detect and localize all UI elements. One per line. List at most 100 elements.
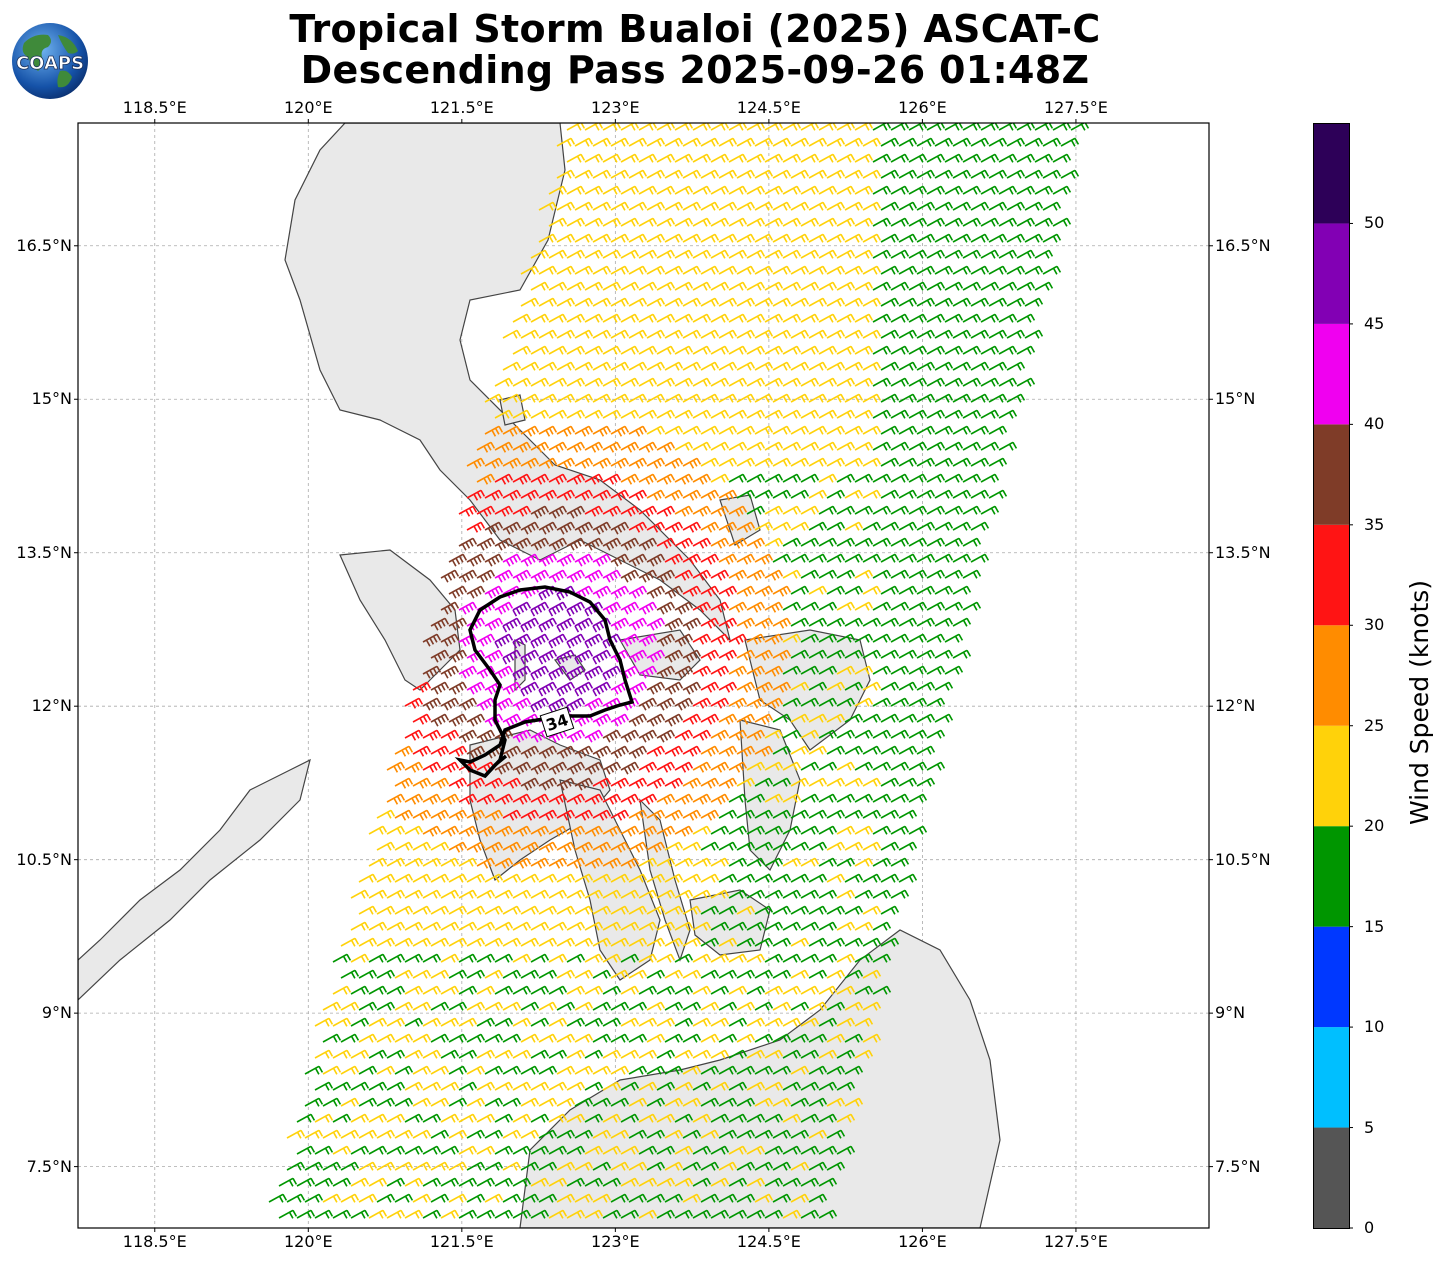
wind-barb <box>422 729 442 741</box>
wind-barb <box>962 153 982 163</box>
wind-barb <box>458 505 478 517</box>
coaps-logo: COAPS <box>12 23 88 99</box>
wind-barb <box>700 1065 720 1075</box>
wind-barb <box>808 1001 828 1011</box>
wind-barb <box>970 329 990 339</box>
wind-barb <box>826 617 846 627</box>
wind-barb <box>970 201 990 211</box>
axis-ticks <box>74 119 1213 1232</box>
wind-barb <box>538 841 558 853</box>
wind-barb <box>736 1129 756 1139</box>
wind-barb <box>844 937 864 947</box>
wind-barb <box>592 873 612 883</box>
wind-barb <box>394 969 414 979</box>
wind-barb <box>718 553 738 565</box>
wind-barb <box>772 745 792 755</box>
wind-barb <box>556 969 576 979</box>
wind-barb <box>610 137 630 147</box>
wind-barb <box>836 665 856 675</box>
wind-barb <box>430 969 450 979</box>
wind-barb <box>800 569 820 579</box>
wind-barb <box>494 1209 514 1219</box>
wind-barb <box>620 1209 640 1219</box>
wind-barb <box>466 937 486 947</box>
wind-barb <box>602 505 622 517</box>
wind-barb <box>422 793 442 805</box>
wind-barb <box>376 905 396 915</box>
wind-barb <box>422 761 442 773</box>
wind-barb <box>782 1209 802 1219</box>
wind-barb <box>638 1081 658 1091</box>
wind-barb <box>998 153 1018 163</box>
wind-barb <box>692 569 712 581</box>
wind-barb <box>646 1161 666 1171</box>
wind-barb <box>710 1145 730 1155</box>
wind-barb <box>898 329 918 339</box>
wind-barb <box>718 361 738 371</box>
wind-barb <box>674 889 694 899</box>
wind-barb <box>340 1065 360 1075</box>
wind-barb <box>376 809 396 819</box>
x-tick-label-top: 126°E <box>898 98 947 117</box>
wind-barb <box>764 921 784 931</box>
wind-barb <box>484 553 504 567</box>
wind-barb <box>800 665 820 675</box>
wind-barb <box>556 1033 576 1043</box>
wind-barb <box>890 377 910 387</box>
wind-barb <box>700 1097 720 1107</box>
wind-barb <box>530 345 550 355</box>
y-tick-label-right: 7.5°N <box>1215 1156 1261 1176</box>
wind-barb <box>952 265 972 275</box>
wind-barb <box>916 169 936 179</box>
wind-barb <box>646 905 666 915</box>
wind-barb <box>458 953 478 963</box>
wind-barb <box>530 953 550 963</box>
wind-barb <box>980 185 1000 195</box>
wind-barb <box>412 1065 432 1075</box>
wind-barb <box>530 409 550 419</box>
wind-barb <box>844 681 864 691</box>
wind-barb <box>440 921 460 931</box>
wind-barb <box>952 137 972 147</box>
wind-barb <box>584 1017 604 1027</box>
wind-barb <box>494 953 514 963</box>
wind-barb <box>610 809 630 821</box>
wind-barb <box>872 697 892 707</box>
wind-barb <box>386 985 406 995</box>
wind-barb <box>314 1145 334 1155</box>
wind-barb <box>944 217 964 227</box>
y-tick-label-left: 16.5°N <box>16 235 72 255</box>
wind-barb <box>610 1161 630 1171</box>
wind-barb <box>448 1193 468 1203</box>
wind-barb <box>512 505 532 517</box>
wind-barb <box>440 985 460 995</box>
wind-barb <box>844 425 864 435</box>
wind-barb <box>764 601 784 613</box>
wind-barb <box>448 681 468 695</box>
wind-barb <box>880 553 900 563</box>
wind-barb <box>556 521 576 535</box>
wind-barb <box>440 953 460 963</box>
wind-barb <box>358 937 378 947</box>
wind-barb <box>728 761 748 773</box>
wind-barb <box>448 841 468 853</box>
wind-barb <box>692 921 712 931</box>
wind-barb <box>890 409 910 419</box>
wind-barb <box>286 1129 306 1139</box>
wind-barb <box>790 713 810 723</box>
wind-barb <box>728 217 748 227</box>
wind-barb <box>404 1177 424 1187</box>
wind-barb <box>800 505 820 515</box>
wind-barb <box>754 841 774 851</box>
wind-barb <box>520 1193 540 1203</box>
wind-barb <box>736 393 756 403</box>
wind-barb <box>574 1065 594 1075</box>
wind-barb <box>268 1193 288 1203</box>
wind-barb <box>908 409 928 419</box>
wind-barb <box>728 601 748 613</box>
wind-barb <box>610 553 630 567</box>
wind-barb <box>854 761 874 771</box>
wind-barb <box>592 585 612 599</box>
wind-barb <box>646 1193 666 1203</box>
wind-barb <box>512 1081 532 1091</box>
